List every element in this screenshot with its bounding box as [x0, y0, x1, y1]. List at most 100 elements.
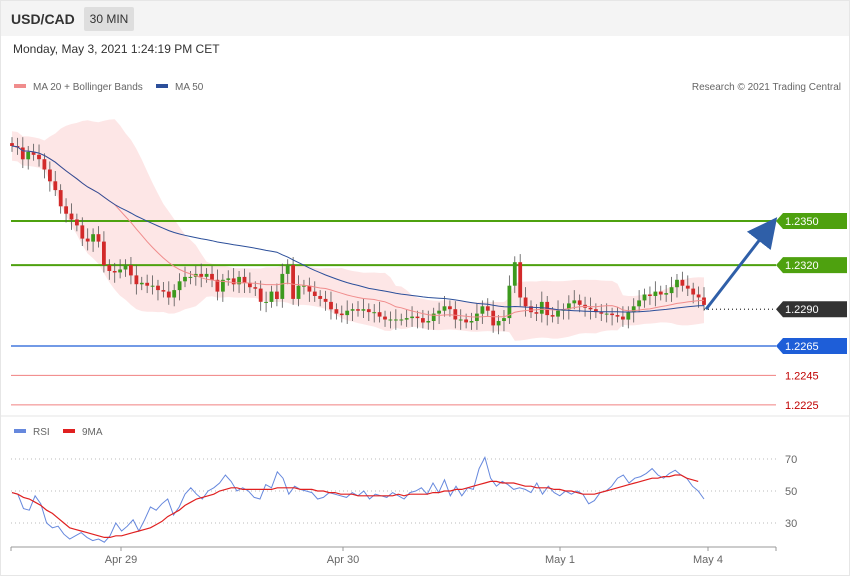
candle — [415, 310, 420, 329]
candle — [183, 266, 187, 288]
candle — [107, 259, 112, 280]
candle — [204, 268, 209, 283]
candle — [188, 271, 193, 285]
candle — [129, 257, 133, 285]
candle — [366, 303, 371, 321]
candle — [410, 306, 414, 327]
candle — [404, 309, 409, 327]
candle — [507, 275, 512, 324]
candle — [91, 228, 95, 252]
rsi-tick-30: 30 — [785, 518, 797, 530]
legend-rsi-swatch — [14, 429, 26, 433]
candle — [215, 269, 220, 301]
candle — [280, 263, 285, 308]
x-tick-label: May 4 — [693, 554, 723, 566]
level-label-1.2265: 1.2265 — [785, 341, 819, 353]
x-tick-label: Apr 29 — [105, 554, 137, 566]
legend-9ma-swatch — [63, 429, 75, 433]
candle — [302, 279, 306, 295]
candle — [42, 153, 47, 179]
candle — [685, 275, 690, 296]
candle — [64, 198, 68, 223]
candle — [502, 309, 506, 332]
candle — [485, 298, 490, 317]
candle — [53, 171, 58, 196]
level-tag-1.2350 — [776, 213, 847, 229]
candle — [658, 285, 663, 301]
candle — [599, 304, 604, 321]
legend-ma50-swatch — [156, 84, 168, 88]
candle — [139, 276, 144, 291]
candle — [123, 259, 128, 277]
candle — [615, 307, 620, 323]
candle — [318, 290, 323, 307]
candle — [296, 275, 301, 307]
rsi-9ma-line — [11, 474, 699, 538]
candle — [269, 285, 274, 308]
legend-rsi-label: RSI — [33, 427, 50, 438]
candle — [96, 226, 101, 248]
candle — [361, 298, 366, 319]
candle — [669, 276, 674, 302]
candle — [512, 256, 517, 294]
candle — [556, 300, 560, 324]
legend-9ma-label: 9MA — [82, 427, 103, 438]
candle — [437, 302, 441, 324]
projection-arrow — [704, 217, 778, 311]
candle — [518, 254, 523, 307]
candle — [642, 288, 647, 308]
candle — [264, 291, 268, 313]
candle — [258, 280, 263, 311]
candle — [458, 309, 463, 330]
candle — [567, 295, 571, 320]
level-tag-1.2290 — [776, 301, 847, 318]
candle — [572, 290, 577, 310]
candle — [610, 307, 614, 326]
candle — [377, 301, 382, 323]
copyright-text: Research © 2021 Trading Central — [692, 82, 841, 93]
candle — [648, 286, 652, 305]
candle — [102, 231, 106, 273]
candle — [675, 273, 679, 298]
candle — [388, 311, 393, 329]
chart-header: USD/CAD 30 MIN — [1, 1, 849, 36]
candle — [145, 274, 150, 294]
candle — [383, 310, 387, 327]
candle — [75, 213, 79, 232]
candle — [226, 270, 231, 286]
candle — [394, 309, 398, 330]
candle — [221, 273, 225, 302]
candle — [426, 310, 431, 330]
candle — [156, 279, 160, 301]
legend-ma50-label: MA 50 — [175, 82, 204, 93]
candle — [161, 282, 166, 298]
candle — [431, 307, 436, 330]
candle — [399, 313, 404, 326]
candle — [329, 291, 333, 320]
candle — [702, 287, 706, 311]
candle — [231, 268, 236, 292]
legend-ma20-label: MA 20 + Bollinger Bands — [33, 82, 143, 93]
candle — [85, 228, 90, 251]
candle — [448, 300, 452, 317]
level-label-1.2225: 1.2225 — [785, 400, 819, 412]
candle — [523, 287, 528, 317]
candle — [312, 281, 317, 302]
candle — [350, 303, 355, 321]
candle — [372, 304, 377, 323]
candle — [275, 283, 279, 307]
candle — [20, 137, 25, 169]
candle — [112, 262, 117, 283]
candle — [469, 312, 474, 330]
candle — [680, 271, 685, 292]
candle — [210, 265, 214, 288]
rsi-tick-50: 50 — [785, 486, 797, 498]
candle — [529, 300, 533, 319]
timeframe-button[interactable]: 30 MIN — [84, 7, 134, 31]
candle — [534, 304, 539, 321]
level-label-1.2245: 1.2245 — [785, 370, 819, 382]
rsi-line — [11, 456, 705, 543]
candle — [496, 315, 501, 335]
candle — [237, 271, 241, 294]
candle — [118, 259, 122, 279]
